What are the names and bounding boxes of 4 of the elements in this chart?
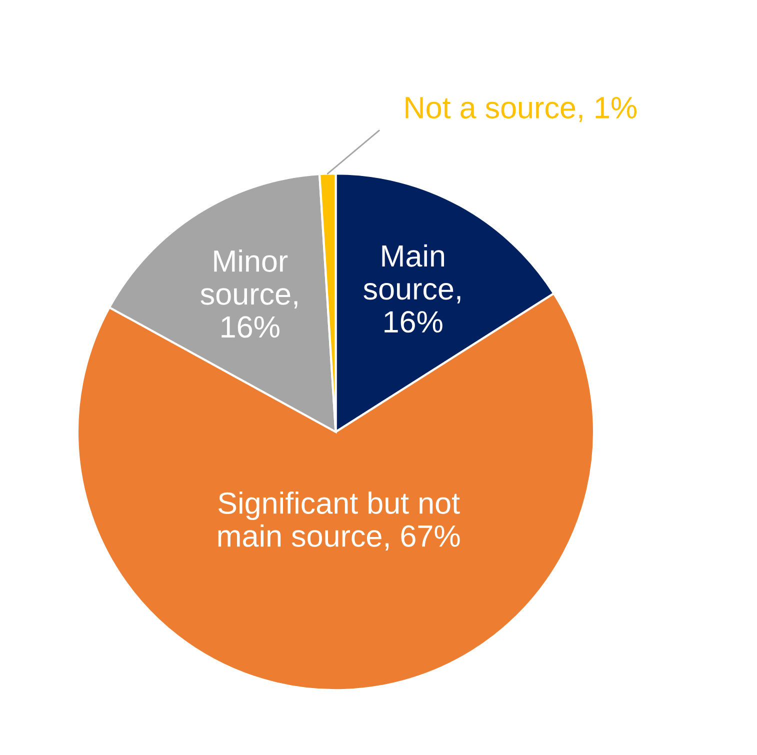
slice-label: Significant but not main source, 67% [218, 492, 460, 550]
slice-label: Minor source, 16% [200, 249, 298, 338]
slice-label: Not a source, 1% [406, 96, 637, 122]
slice-label: Main source, 16% [364, 244, 460, 333]
